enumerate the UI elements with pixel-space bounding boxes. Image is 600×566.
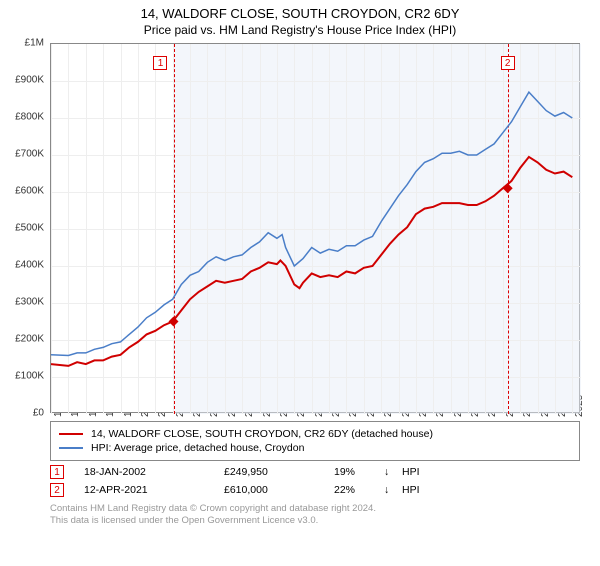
tx-price: £610,000 bbox=[224, 484, 334, 496]
y-axis-label: £200K bbox=[0, 334, 44, 345]
transaction-row: 2 12-APR-2021 £610,000 22% ↓ HPI bbox=[50, 483, 580, 497]
legend-swatch bbox=[59, 447, 83, 449]
y-axis-label: £700K bbox=[0, 149, 44, 160]
tx-marker-box: 1 bbox=[50, 465, 64, 479]
y-axis-label: £900K bbox=[0, 75, 44, 86]
y-axis-label: £0 bbox=[0, 408, 44, 419]
attribution-line1: Contains HM Land Registry data © Crown c… bbox=[50, 503, 600, 515]
tx-pct: 19% bbox=[334, 466, 384, 478]
y-axis-label: £800K bbox=[0, 112, 44, 123]
y-axis-label: £600K bbox=[0, 186, 44, 197]
legend-swatch bbox=[59, 433, 83, 435]
tx-price: £249,950 bbox=[224, 466, 334, 478]
y-axis-label: £1M bbox=[0, 38, 44, 49]
y-axis-label: £400K bbox=[0, 260, 44, 271]
attribution-line2: This data is licensed under the Open Gov… bbox=[50, 515, 600, 527]
legend-label: HPI: Average price, detached house, Croy… bbox=[91, 442, 304, 454]
down-arrow-icon: ↓ bbox=[384, 466, 402, 478]
attribution-text: Contains HM Land Registry data © Crown c… bbox=[50, 503, 600, 528]
down-arrow-icon: ↓ bbox=[384, 484, 402, 496]
tx-hpi-label: HPI bbox=[402, 466, 442, 478]
tx-hpi-label: HPI bbox=[402, 484, 442, 496]
chart-subtitle: Price paid vs. HM Land Registry's House … bbox=[0, 23, 600, 37]
y-axis-label: £300K bbox=[0, 297, 44, 308]
tx-marker-box: 2 bbox=[50, 483, 64, 497]
chart-svg bbox=[51, 44, 581, 414]
transactions-table: 1 18-JAN-2002 £249,950 19% ↓ HPI 2 12-AP… bbox=[50, 465, 580, 497]
transaction-row: 1 18-JAN-2002 £249,950 19% ↓ HPI bbox=[50, 465, 580, 479]
legend-box: 14, WALDORF CLOSE, SOUTH CROYDON, CR2 6D… bbox=[50, 421, 580, 461]
legend-label: 14, WALDORF CLOSE, SOUTH CROYDON, CR2 6D… bbox=[91, 428, 433, 440]
y-axis-label: £100K bbox=[0, 371, 44, 382]
y-axis-label: £500K bbox=[0, 223, 44, 234]
series-hpi bbox=[51, 92, 572, 355]
marker-diamond bbox=[169, 317, 179, 327]
tx-date: 12-APR-2021 bbox=[84, 484, 224, 496]
tx-pct: 22% bbox=[334, 484, 384, 496]
legend-row: HPI: Average price, detached house, Croy… bbox=[59, 442, 571, 454]
chart-area: £0£100K£200K£300K£400K£500K£600K£700K£80… bbox=[50, 43, 580, 413]
tx-date: 18-JAN-2002 bbox=[84, 466, 224, 478]
plot-area: 12 bbox=[50, 43, 580, 413]
marker-diamond bbox=[503, 183, 513, 193]
legend-row: 14, WALDORF CLOSE, SOUTH CROYDON, CR2 6D… bbox=[59, 428, 571, 440]
chart-title: 14, WALDORF CLOSE, SOUTH CROYDON, CR2 6D… bbox=[0, 6, 600, 21]
